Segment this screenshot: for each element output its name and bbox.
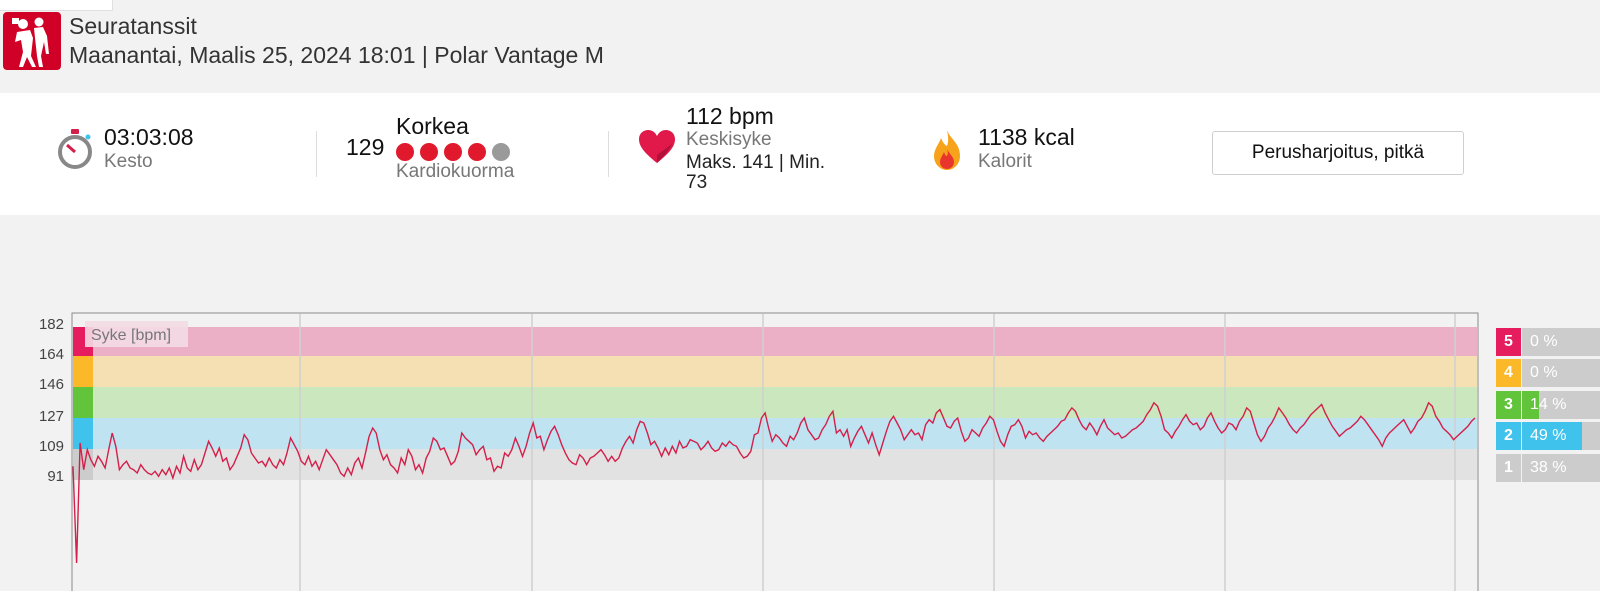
- sport-title: Seuratanssit: [69, 13, 197, 39]
- cardio-load-dot: [396, 143, 414, 161]
- heart-rate-plot[interactable]: Syke [bpm]: [0, 300, 1600, 591]
- heart-rate-line: [72, 401, 1476, 564]
- zone-legend-row-5: 5 0 %: [1496, 328, 1600, 356]
- heart-icon: [639, 130, 675, 163]
- avg-heart-rate-label: Keskisyke: [686, 129, 772, 150]
- session-subtitle: Maanantai, Maalis 25, 2024 18:01 | Polar…: [69, 42, 604, 68]
- cardio-load-label: Kardiokuorma: [396, 161, 515, 182]
- zone-time-percent: 0 %: [1530, 364, 1558, 381]
- cardio-load-dot: [492, 143, 510, 161]
- y-tick-label: 127: [38, 408, 64, 425]
- zone-marker-2: [73, 418, 93, 449]
- separator: [608, 131, 609, 177]
- flame-icon: [934, 130, 960, 170]
- zone-time-percent: 38 %: [1530, 459, 1567, 476]
- zone-time-fill: [1522, 422, 1582, 450]
- cardio-load-dot: [468, 143, 486, 161]
- zone-legend-row-4: 4 0 %: [1496, 359, 1600, 387]
- cardio-load-level: Korkea: [396, 113, 469, 139]
- chart-title-bg: [85, 321, 188, 347]
- duration-label: Kesto: [104, 151, 153, 172]
- avg-heart-rate-value: 112 bpm: [686, 103, 774, 129]
- y-tick-label: 91: [47, 468, 64, 485]
- zone-legend-row-2: 2 49 %: [1496, 422, 1600, 450]
- zone-time-bar: 38 %: [1522, 454, 1600, 482]
- zone-number: 1: [1496, 454, 1521, 482]
- y-tick-label: 146: [38, 376, 64, 393]
- chart-title: Syke [bpm]: [91, 327, 171, 344]
- zone-time-bar: 0 %: [1522, 328, 1600, 356]
- zone-band-1: [73, 449, 1477, 480]
- zone-time-bar: 49 %: [1522, 422, 1600, 450]
- zone-time-bar: 0 %: [1522, 359, 1600, 387]
- zone-band-5: [73, 327, 1477, 356]
- duration-value: 03:03:08: [104, 124, 194, 150]
- zone-number: 2: [1496, 422, 1521, 450]
- y-tick-label: 109: [38, 438, 64, 455]
- training-benefit-button[interactable]: Perusharjoitus, pitkä: [1212, 131, 1464, 175]
- zone-number: 5: [1496, 328, 1521, 356]
- cardio-load-value: 129: [346, 134, 385, 160]
- zone-band-4: [73, 356, 1477, 387]
- y-tick-label: 164: [38, 346, 64, 363]
- stopwatch-icon: [58, 129, 92, 169]
- min-heart-rate-value: 73: [686, 172, 708, 193]
- zone-time-fill: [1522, 454, 1569, 482]
- dancing-couple-icon: [12, 17, 49, 67]
- zone-band-2: [73, 418, 1477, 449]
- zone-number: 4: [1496, 359, 1521, 387]
- zone-time-fill: [1522, 391, 1540, 419]
- y-tick-label: 182: [38, 316, 64, 333]
- zone-legend-row-1: 1 38 %: [1496, 454, 1600, 482]
- cardio-load-dot: [444, 143, 462, 161]
- zone-marker-3: [73, 387, 93, 418]
- summary-panel: 03:03:08 Kesto 129 Korkea Kardiokuorma 1…: [0, 93, 1600, 215]
- zone-band-3: [73, 387, 1477, 418]
- separator: [316, 131, 317, 177]
- max-min-heart-rate: Maks. 141 | Min.: [686, 152, 826, 173]
- zone-marker-4: [73, 356, 93, 387]
- sport-icon: [3, 12, 61, 70]
- zone-time-percent: 14 %: [1530, 396, 1567, 413]
- top-frame: [0, 0, 113, 11]
- zone-time-bar: 14 %: [1522, 391, 1600, 419]
- zone-time-percent: 0 %: [1530, 333, 1558, 350]
- zone-legend-row-3: 3 14 %: [1496, 391, 1600, 419]
- zone-number: 3: [1496, 391, 1521, 419]
- cardio-load-dot: [420, 143, 438, 161]
- calories-label: Kalorit: [978, 151, 1032, 172]
- zone-time-percent: 49 %: [1530, 427, 1567, 444]
- calories-value: 1138 kcal: [978, 124, 1075, 150]
